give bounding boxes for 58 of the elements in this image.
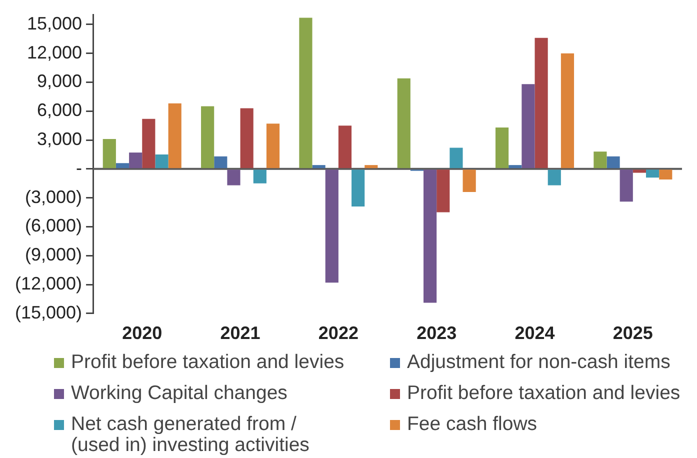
bar — [646, 170, 660, 178]
legend-label: Net cash generated from / (used in) investing activities — [71, 413, 310, 456]
bar — [155, 154, 168, 168]
y-tick-label: (15,000) — [14, 302, 82, 322]
bar — [462, 170, 476, 192]
bar — [240, 108, 254, 168]
x-tick-label: 2021 — [220, 323, 260, 344]
legend-label: Profit before taxation and levies — [407, 382, 680, 404]
bar — [606, 156, 620, 168]
bar — [450, 148, 463, 168]
bar — [364, 165, 378, 168]
y-tick-label: 6,000 — [36, 100, 82, 120]
bar — [534, 38, 548, 168]
y-tick-label: (9,000) — [24, 244, 82, 265]
legend-label: Working Capital changes — [71, 382, 288, 404]
bar — [214, 156, 228, 168]
bar — [522, 84, 535, 168]
x-tick-label: 2025 — [612, 323, 653, 344]
y-tick-label: 3,000 — [36, 128, 82, 149]
bar — [560, 53, 574, 168]
y-tick-label: 15,000 — [26, 13, 82, 34]
y-tick-label: 12,000 — [26, 42, 82, 62]
x-tick-label: 2022 — [318, 323, 358, 344]
bar — [338, 126, 352, 168]
bar — [325, 170, 338, 283]
bar — [352, 170, 365, 206]
x-tick-label: 2020 — [122, 323, 162, 344]
bar — [129, 152, 142, 168]
bar — [659, 170, 672, 180]
x-tick-label: 2023 — [416, 323, 457, 344]
bar — [253, 170, 266, 184]
bar — [632, 170, 646, 173]
bar — [495, 128, 509, 168]
bar — [436, 170, 450, 212]
bar — [227, 170, 240, 186]
y-tick-label: (3,000) — [24, 186, 82, 207]
bar — [312, 165, 326, 168]
bar — [397, 78, 410, 168]
legend-label: Adjustment for non-cash items — [407, 351, 670, 373]
bar — [620, 170, 633, 202]
y-tick-label: (6,000) — [24, 216, 82, 236]
bar — [116, 163, 130, 168]
bar — [201, 106, 214, 168]
legend-label: Profit before taxation and levies — [71, 351, 344, 373]
bar — [102, 139, 116, 168]
bar — [424, 170, 437, 303]
y-tick-label: - — [76, 158, 82, 178]
bar — [299, 18, 312, 168]
bar — [548, 170, 561, 186]
bar — [508, 165, 522, 168]
legend-label: Fee cash flows — [407, 413, 538, 435]
x-tick-label: 2024 — [514, 323, 555, 344]
y-tick-label: 9,000 — [36, 71, 82, 92]
bar — [266, 124, 280, 168]
y-tick-label: (12,000) — [14, 273, 82, 294]
bar — [594, 152, 607, 168]
bar — [142, 118, 156, 168]
bar — [168, 103, 182, 168]
